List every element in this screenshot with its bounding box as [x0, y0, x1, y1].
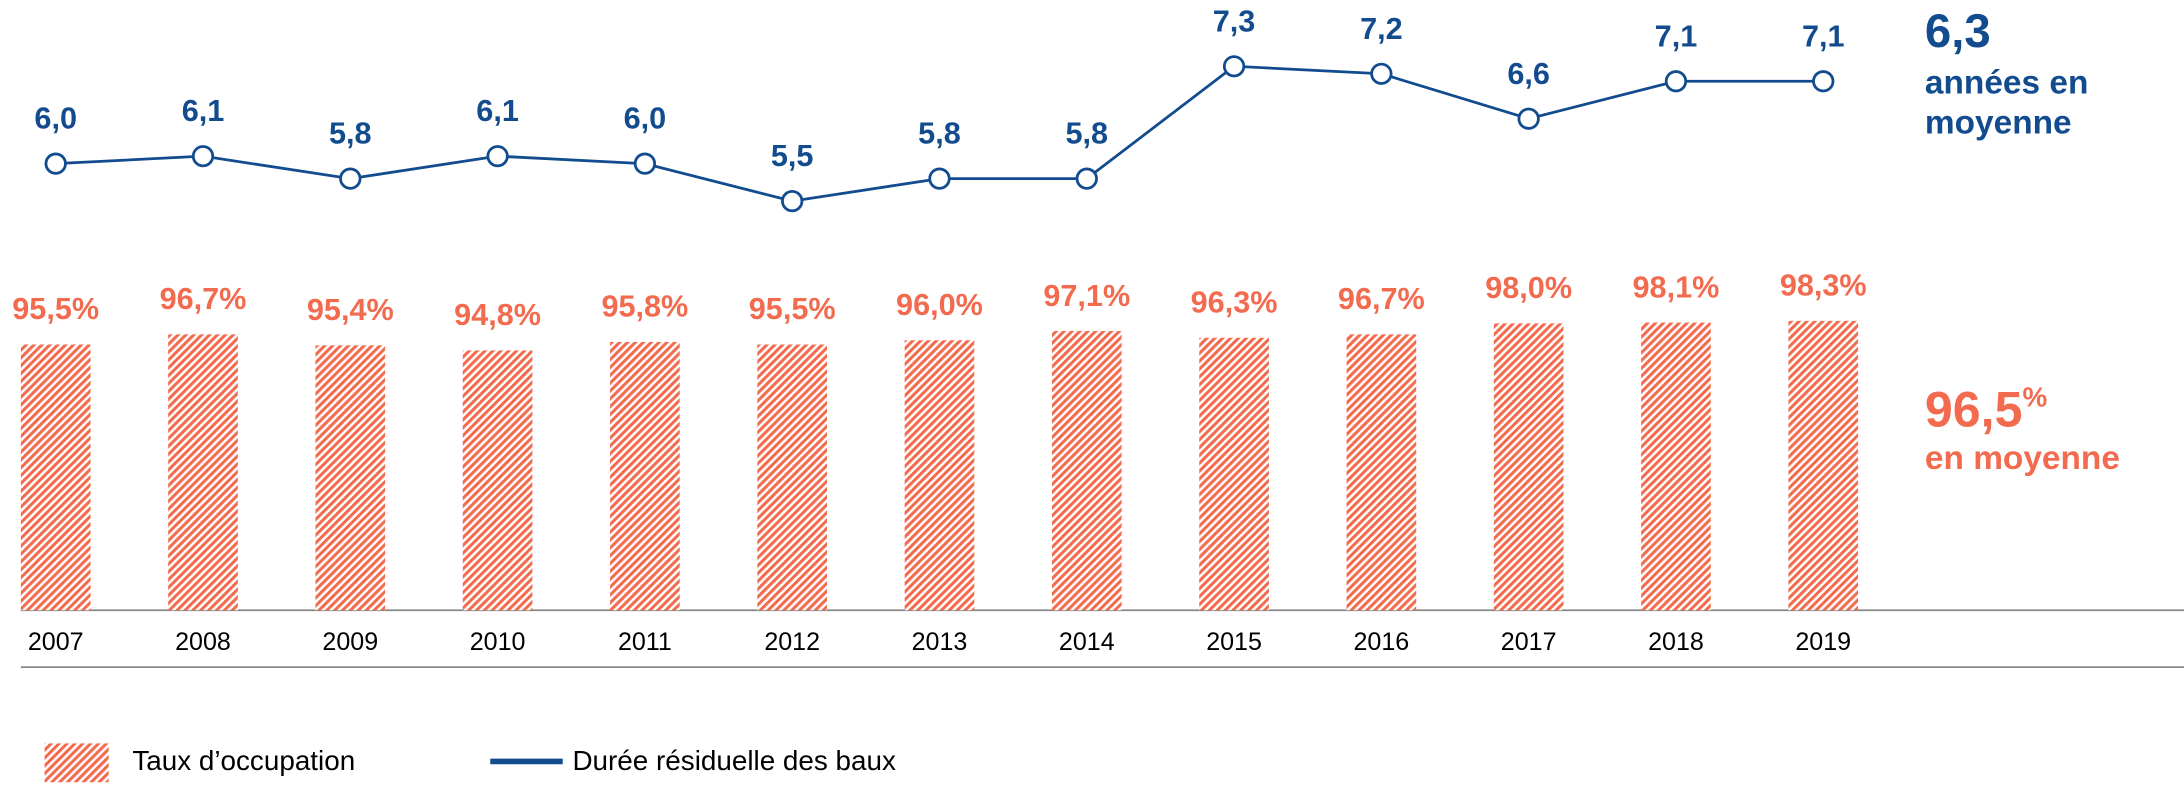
data-label: 5,8 — [918, 117, 961, 151]
marker — [1664, 70, 1688, 93]
bar-average-text: en moyenne — [1925, 440, 2120, 477]
data-label: 5,5 — [771, 139, 814, 173]
bar — [20, 344, 91, 611]
line-average-text: années en — [1925, 64, 2088, 101]
line-average-text: moyenne — [1925, 105, 2072, 142]
legend-label: Durée résiduelle des baux — [572, 745, 896, 776]
data-label: 6,0 — [624, 102, 667, 136]
marker — [781, 190, 804, 213]
data-label: 7,1 — [1802, 19, 1845, 53]
data-label: 95,4% — [307, 293, 394, 327]
data-label: 96,3% — [1191, 286, 1278, 320]
marker — [339, 167, 362, 190]
data-label: 98,0% — [1485, 271, 1572, 305]
x-tick-label: 2012 — [764, 628, 820, 656]
line-average: 6,3 — [1925, 5, 1991, 58]
marker — [633, 152, 657, 175]
data-label: 96,0% — [896, 288, 983, 322]
x-tick-label: 2018 — [1648, 628, 1704, 656]
data-label: 95,5% — [749, 292, 836, 326]
x-tick-label: 2008 — [175, 628, 231, 656]
data-label: 5,8 — [1065, 117, 1108, 151]
bar — [168, 334, 238, 611]
x-tick-label: 2009 — [322, 628, 378, 656]
marker — [1222, 55, 1246, 78]
marker — [928, 167, 951, 190]
bar-average-value: 96,5 — [1925, 382, 2023, 438]
bar — [1199, 337, 1269, 611]
marker — [486, 145, 509, 168]
data-label: 94,8% — [454, 298, 541, 332]
data-label: 6,1 — [476, 94, 519, 128]
x-tick-label: 2017 — [1501, 628, 1557, 656]
bar — [610, 341, 680, 611]
data-label: 96,7% — [1338, 282, 1425, 316]
x-tick-label: 2007 — [28, 628, 84, 656]
legend-label: Taux d’occupation — [132, 745, 355, 776]
bar — [904, 340, 975, 611]
marker — [1370, 62, 1393, 85]
bar — [1051, 330, 1122, 611]
data-label: 6,6 — [1507, 57, 1550, 91]
data-label: 98,3% — [1780, 269, 1867, 303]
x-tick-label: 2011 — [618, 628, 672, 656]
bar — [757, 344, 828, 611]
bar — [462, 350, 533, 611]
marker — [1517, 107, 1540, 130]
x-tick-label: 2014 — [1059, 628, 1115, 656]
data-label: 6,0 — [34, 102, 77, 136]
data-label: 96,7% — [160, 282, 247, 316]
bar — [1346, 334, 1417, 611]
data-label: 95,8% — [601, 290, 688, 324]
x-tick-label: 2019 — [1795, 628, 1851, 656]
bar — [315, 345, 386, 611]
data-label: 6,1 — [182, 94, 225, 128]
marker — [44, 152, 67, 175]
data-label: 98,1% — [1633, 270, 1720, 304]
x-tick-label: 2013 — [912, 628, 968, 656]
marker — [1812, 70, 1835, 93]
bar-average-unit: % — [2022, 382, 2047, 413]
bar — [1641, 322, 1711, 611]
data-label: 97,1% — [1043, 279, 1130, 313]
data-label: 7,2 — [1360, 12, 1403, 46]
x-tick-label: 2015 — [1206, 628, 1262, 656]
marker — [1075, 167, 1098, 190]
data-label: 95,5% — [12, 292, 99, 326]
x-tick-label: 2010 — [470, 628, 526, 656]
legend-swatch — [44, 743, 109, 783]
marker — [191, 145, 215, 168]
x-tick-label: 2016 — [1353, 628, 1409, 656]
bar — [1493, 323, 1564, 611]
data-label: 5,8 — [329, 117, 372, 151]
bar — [1788, 320, 1859, 611]
data-label: 7,1 — [1655, 19, 1698, 53]
bar-average: 96,5% — [1925, 382, 2047, 438]
data-label: 7,3 — [1213, 4, 1256, 38]
